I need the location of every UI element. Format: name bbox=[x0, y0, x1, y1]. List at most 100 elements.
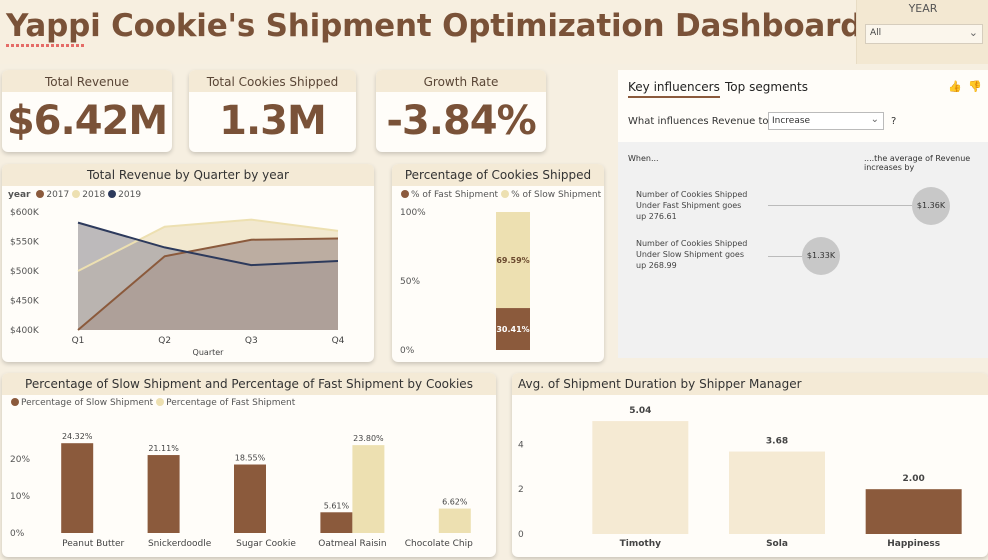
data-label: 3.68 bbox=[766, 437, 788, 447]
y-tick-label: $500K bbox=[10, 267, 40, 277]
year-slicer: YEAR All ⌄ bbox=[856, 0, 988, 64]
y-tick-label: 2 bbox=[518, 485, 524, 495]
data-label: 18.55% bbox=[235, 454, 266, 463]
series-line-2017 bbox=[77, 237, 339, 331]
legend-item[interactable]: 2017 bbox=[36, 190, 69, 200]
ki-bubble[interactable]: $1.33K bbox=[802, 237, 840, 275]
bar-slow bbox=[61, 443, 94, 533]
ki-col-right-line1: ....the average of Revenue bbox=[864, 154, 971, 163]
y-tick-label: $450K bbox=[10, 297, 40, 307]
revenue-legend: year 2017 2018 2019 bbox=[8, 190, 141, 200]
slow-fast-card: Percentage of Slow Shipment and Percenta… bbox=[2, 373, 496, 557]
y-tick-label: $600K bbox=[10, 208, 40, 218]
legend-label: 2019 bbox=[118, 190, 142, 200]
x-tick-label: Q1 bbox=[72, 336, 85, 346]
data-label: 2.00 bbox=[903, 474, 925, 484]
legend-title: year bbox=[8, 190, 31, 200]
chart-title: Total Revenue by Quarter by year bbox=[2, 164, 374, 186]
ki-bubble[interactable]: $1.36K bbox=[912, 187, 950, 225]
y-tick-label: $400K bbox=[10, 326, 40, 336]
ki-item-1[interactable]: Number of Cookies Shipped Under Fast Shi… bbox=[636, 189, 747, 222]
bar-timothy bbox=[592, 421, 689, 534]
thumbs-down-icon[interactable]: 👎 bbox=[968, 80, 982, 93]
duration-card: Avg. of Shipment Duration by Shipper Man… bbox=[512, 373, 988, 557]
thumbs-up-icon[interactable]: 👍 bbox=[948, 80, 962, 93]
legend-item[interactable]: Percentage of Fast Shipment bbox=[156, 398, 295, 408]
data-label: 21.11% bbox=[148, 444, 179, 453]
ki-col-right: ....the average of Revenue increases by bbox=[864, 154, 970, 172]
bar-slow bbox=[320, 512, 353, 533]
pct-stacked-chart: 0% 50% 100% 30.41% 69.59% bbox=[400, 208, 530, 356]
ki-question: What influences Revenue to bbox=[628, 116, 769, 127]
slow-fast-legend: Percentage of Slow Shipment Percentage of… bbox=[8, 398, 295, 408]
kpi-value: $6.42M bbox=[6, 98, 168, 144]
x-tick-label: Sugar Cookie bbox=[236, 539, 296, 549]
kpi-card-revenue: Total Revenue $6.42M bbox=[2, 70, 172, 152]
ki-item-line: Number of Cookies Shipped bbox=[636, 239, 748, 248]
ki-results-area: When... ....the average of Revenue incre… bbox=[618, 142, 988, 358]
y-tick-label: 0% bbox=[10, 529, 25, 539]
tab-key-influencers[interactable]: Key influencers bbox=[628, 80, 720, 98]
page-title: Yappi Cookie's Shipment Optimization Das… bbox=[6, 8, 863, 44]
data-label: 5.61% bbox=[324, 501, 350, 510]
year-dropdown[interactable]: All ⌄ bbox=[865, 24, 983, 44]
legend-swatch bbox=[36, 190, 45, 198]
legend-label: Percentage of Fast Shipment bbox=[166, 398, 296, 408]
ki-item-2[interactable]: Number of Cookies Shipped Under Slow Shi… bbox=[636, 238, 747, 271]
legend-item[interactable]: % of Fast Shipment bbox=[401, 190, 498, 200]
kpi-label: Growth Rate bbox=[376, 70, 546, 92]
chevron-down-icon: ⌄ bbox=[968, 26, 978, 39]
legend-label: 2017 bbox=[46, 190, 70, 200]
legend-item[interactable]: Percentage of Slow Shipment bbox=[11, 398, 153, 408]
chart-title: Percentage of Cookies Shipped bbox=[392, 164, 604, 186]
y-tick-label: $550K bbox=[10, 238, 40, 248]
x-tick-label: Timothy bbox=[620, 539, 661, 549]
legend-label: % of Slow Shipment bbox=[511, 190, 602, 200]
data-label: 30.41% bbox=[496, 325, 529, 334]
legend-swatch bbox=[11, 398, 19, 406]
series-line-2018 bbox=[77, 218, 339, 272]
y-tick-label: 100% bbox=[400, 208, 426, 218]
x-tick-label: Snickerdoodle bbox=[148, 539, 212, 549]
x-axis-title: Quarter bbox=[193, 348, 225, 357]
legend-item[interactable]: 2019 bbox=[108, 190, 141, 200]
slow-fast-bar-chart: 0% 10% 20% 24.32% Peanut Butter 21.11% Snicker… bbox=[10, 432, 473, 549]
x-tick-label: Q2 bbox=[158, 336, 171, 346]
ki-dropdown[interactable]: Increase ⌄ bbox=[768, 112, 884, 130]
x-tick-label: Sola bbox=[766, 539, 788, 549]
data-label: 6.62% bbox=[442, 498, 468, 507]
ki-item-line: up 268.99 bbox=[636, 261, 677, 270]
ki-item-line: Under Slow Shipment goes bbox=[636, 250, 745, 259]
year-dropdown-value: All bbox=[870, 28, 882, 38]
legend-swatch bbox=[156, 398, 165, 406]
duration-bar-chart: 0 2 4 5.04 Timothy 3.68 Sola 2.00 Happiness bbox=[518, 406, 962, 549]
x-tick-label: Chocolate Chip bbox=[405, 539, 473, 549]
spellcheck-underline bbox=[6, 44, 86, 47]
legend-swatch bbox=[108, 190, 117, 198]
legend-item[interactable]: 2018 bbox=[72, 190, 105, 200]
legend-swatch bbox=[72, 190, 81, 198]
bar-fast bbox=[352, 445, 385, 533]
bar-sola bbox=[729, 451, 825, 534]
tab-top-segments[interactable]: Top segments bbox=[725, 80, 808, 94]
legend-label: % of Fast Shipment bbox=[411, 190, 499, 200]
pct-shipped-card: Percentage of Cookies Shipped % of Fast … bbox=[392, 164, 604, 362]
ki-connector bbox=[768, 205, 912, 206]
legend-label: 2018 bbox=[82, 190, 106, 200]
y-tick-label: 20% bbox=[10, 455, 30, 465]
ki-connector bbox=[768, 256, 802, 257]
ki-help[interactable]: ? bbox=[891, 116, 897, 127]
data-label: 5.04 bbox=[629, 406, 651, 416]
y-tick-label: 0 bbox=[518, 530, 524, 540]
data-label: 23.80% bbox=[353, 434, 384, 443]
kpi-value: 1.3M bbox=[219, 98, 327, 144]
data-label: 69.59% bbox=[496, 256, 529, 265]
legend-label: Percentage of Slow Shipment bbox=[21, 398, 154, 408]
ki-col-right-line2: increases by bbox=[864, 163, 915, 172]
x-tick-label: Q4 bbox=[332, 336, 345, 346]
chart-title: Avg. of Shipment Duration by Shipper Man… bbox=[512, 373, 988, 395]
legend-item[interactable]: % of Slow Shipment bbox=[501, 190, 601, 200]
x-tick-label: Peanut Butter bbox=[62, 539, 124, 549]
bar-slow bbox=[147, 455, 180, 533]
x-tick-label: Happiness bbox=[887, 539, 940, 549]
